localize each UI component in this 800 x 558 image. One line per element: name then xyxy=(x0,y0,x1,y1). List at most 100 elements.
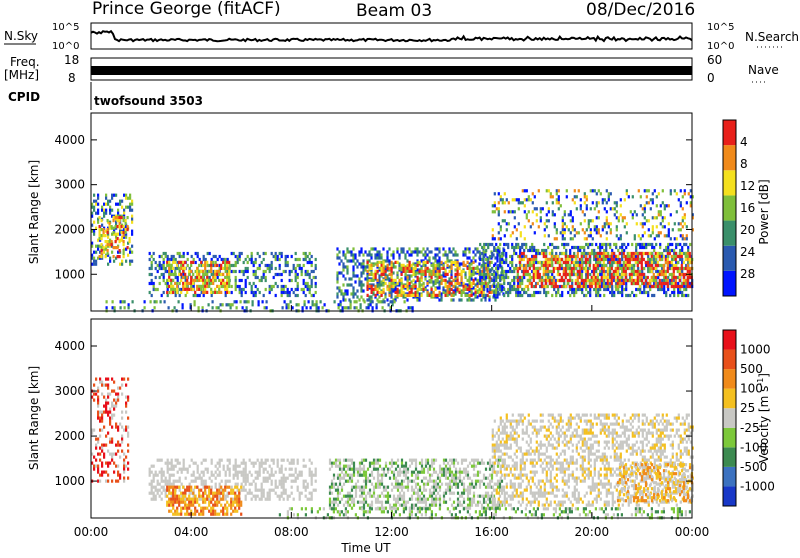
heatmap-cell xyxy=(265,252,267,255)
heatmap-cell xyxy=(369,264,371,267)
heatmap-cell xyxy=(107,480,109,483)
heatmap-cell xyxy=(580,204,582,207)
heatmap-cell xyxy=(198,492,200,495)
heatmap-cell xyxy=(216,291,218,294)
heatmap-cell xyxy=(222,273,224,276)
colorbar-swatch xyxy=(723,271,736,296)
heatmap-cell xyxy=(448,247,450,250)
heatmap-cell xyxy=(521,294,523,297)
heatmap-cell xyxy=(631,252,633,255)
heatmap-cell xyxy=(493,249,495,252)
heatmap-cell xyxy=(644,204,646,207)
heatmap-cell xyxy=(581,246,583,249)
heatmap-cell xyxy=(279,471,281,474)
heatmap-cell xyxy=(550,195,552,198)
heatmap-cell xyxy=(665,258,667,261)
heatmap-cell xyxy=(225,498,227,501)
heatmap-cell xyxy=(625,264,627,267)
heatmap-cell xyxy=(533,258,535,261)
heatmap-cell xyxy=(121,411,123,414)
heatmap-cell xyxy=(408,286,410,289)
heatmap-cell xyxy=(689,255,691,258)
heatmap-cell xyxy=(241,462,243,465)
heatmap-cell xyxy=(613,252,615,255)
heatmap-cell xyxy=(589,279,591,282)
heatmap-cell xyxy=(525,255,527,258)
heatmap-cell xyxy=(336,253,338,256)
heatmap-cell xyxy=(418,250,420,253)
heatmap-cell xyxy=(247,267,249,270)
heatmap-cell xyxy=(440,298,442,301)
heatmap-cell xyxy=(481,285,483,288)
heatmap-cell xyxy=(163,276,165,279)
heatmap-cell xyxy=(495,243,497,246)
heatmap-cell xyxy=(592,237,594,240)
heatmap-cell xyxy=(521,243,523,246)
heatmap-cell xyxy=(210,501,212,504)
heatmap-cell xyxy=(194,279,196,282)
heatmap-cell xyxy=(212,306,214,309)
heatmap-cell xyxy=(434,259,436,262)
heatmap-cell xyxy=(243,273,245,276)
heatmap-cell xyxy=(215,255,217,258)
heatmap-cell xyxy=(547,279,549,282)
heatmap-cell xyxy=(93,230,95,233)
heatmap-cell xyxy=(186,498,188,501)
heatmap-cell xyxy=(653,279,655,282)
heatmap-cell xyxy=(391,276,393,279)
heatmap-cell xyxy=(428,250,430,253)
heatmap-cell xyxy=(672,228,674,231)
heatmap-cell xyxy=(644,222,646,225)
heatmap-cell xyxy=(307,270,309,273)
heatmap-cell xyxy=(502,219,504,222)
heatmap-cell xyxy=(377,279,379,282)
heatmap-cell xyxy=(342,250,344,253)
heatmap-cell xyxy=(531,261,533,264)
heatmap-cell xyxy=(107,249,109,252)
heatmap-cell xyxy=(635,294,637,297)
heatmap-cell xyxy=(354,306,356,309)
heatmap-cell xyxy=(169,477,171,480)
heatmap-cell xyxy=(489,285,491,288)
heatmap-cell xyxy=(193,258,195,261)
nsky-tick-top: 10^5 xyxy=(52,22,79,33)
heatmap-cell xyxy=(283,486,285,489)
heatmap-cell xyxy=(202,285,204,288)
heatmap-cell xyxy=(174,288,176,291)
heatmap-cell xyxy=(432,280,434,283)
heatmap-cell xyxy=(475,294,477,297)
heatmap-cell xyxy=(166,261,168,264)
heatmap-cell xyxy=(635,252,637,255)
heatmap-cell xyxy=(281,486,283,489)
heatmap-cell xyxy=(336,286,338,289)
heatmap-cell xyxy=(589,261,591,264)
heatmap-cell xyxy=(479,276,481,279)
heatmap-cell xyxy=(285,255,287,258)
heatmap-cell xyxy=(131,260,133,263)
heatmap-cell xyxy=(299,495,301,498)
heatmap-cell xyxy=(194,501,196,504)
heatmap-cell xyxy=(424,253,426,256)
heatmap-cell xyxy=(184,273,186,276)
heatmap-cell xyxy=(567,261,569,264)
heatmap-cell xyxy=(623,288,625,291)
heatmap-cell xyxy=(119,249,121,252)
heatmap-cell xyxy=(389,273,391,276)
heatmap-cell xyxy=(165,255,167,258)
heatmap-cell xyxy=(584,213,586,216)
heatmap-cell xyxy=(635,243,637,246)
heatmap-cell xyxy=(281,468,283,471)
heatmap-cell xyxy=(295,276,297,279)
heatmap-cell xyxy=(169,483,171,486)
heatmap-cell xyxy=(621,246,623,249)
heatmap-cell xyxy=(170,492,172,495)
heatmap-cell xyxy=(656,225,658,228)
heatmap-cell xyxy=(344,253,346,256)
heatmap-cell xyxy=(410,253,412,256)
heatmap-cell xyxy=(470,298,472,301)
heatmap-cell xyxy=(497,291,499,294)
heatmap-cell xyxy=(194,513,196,516)
heatmap-cell xyxy=(591,249,593,252)
heatmap-cell xyxy=(636,222,638,225)
heatmap-cell xyxy=(308,300,310,303)
